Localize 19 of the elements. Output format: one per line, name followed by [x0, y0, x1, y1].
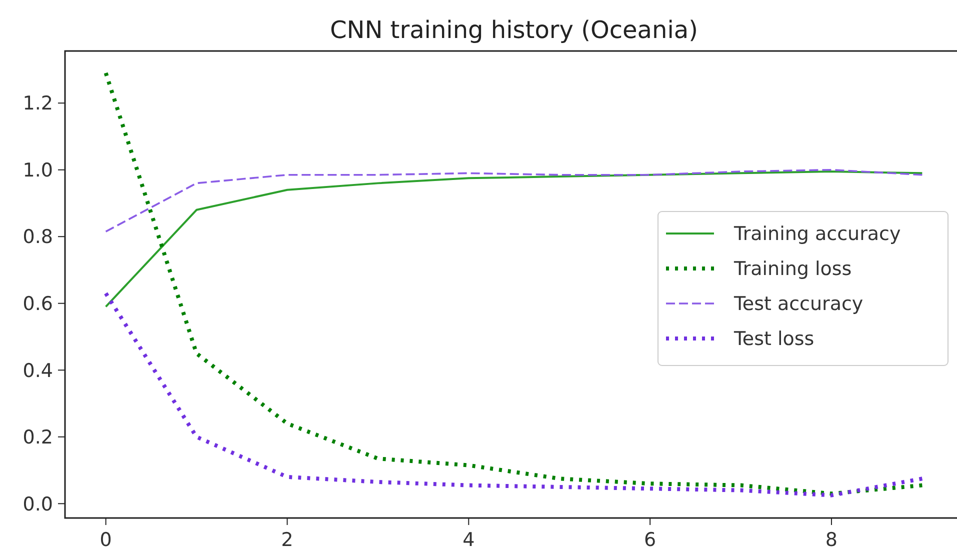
x-tick-label: 2	[281, 529, 294, 551]
y-tick-label: 0.8	[22, 226, 53, 248]
y-tick-label: 0.4	[22, 360, 53, 382]
y-tick-label: 0.6	[22, 293, 53, 316]
y-tick-label: 0.0	[22, 493, 53, 516]
y-tick-label: 0.2	[22, 426, 53, 449]
y-tick-label: 1.0	[22, 159, 53, 182]
chart-title: CNN training history (Oceania)	[330, 16, 698, 44]
x-tick-label: 0	[100, 529, 112, 551]
legend-label: Test loss	[733, 328, 814, 350]
line-series	[104, 291, 924, 498]
x-tick-label: 8	[825, 529, 838, 551]
legend-label: Training accuracy	[733, 223, 901, 246]
y-tick-label: 1.2	[22, 92, 53, 115]
line-series	[104, 71, 924, 496]
x-tick-label: 6	[644, 529, 656, 551]
legend-label: Training loss	[733, 258, 852, 280]
x-tick-label: 4	[462, 529, 475, 551]
legend-label: Test accuracy	[733, 293, 864, 316]
